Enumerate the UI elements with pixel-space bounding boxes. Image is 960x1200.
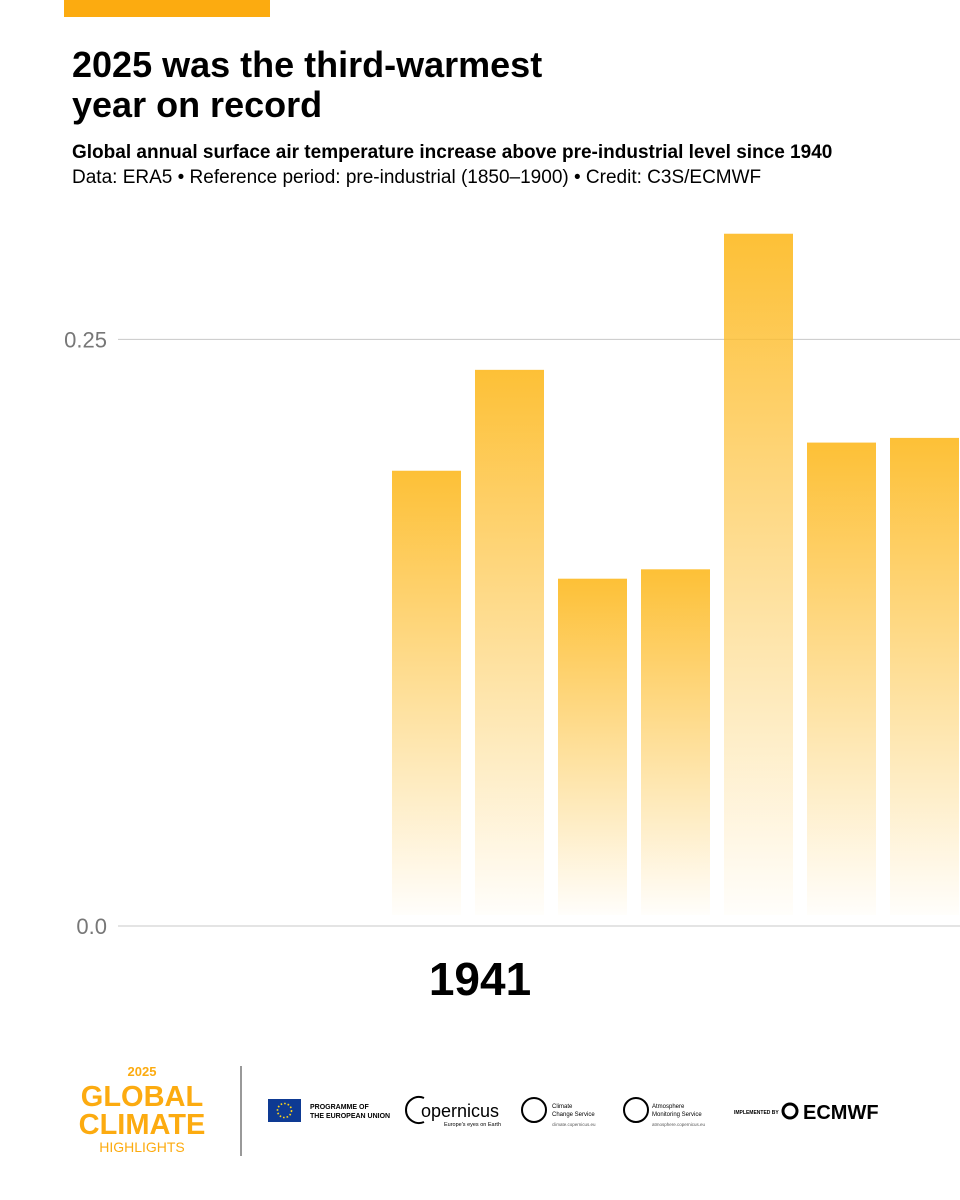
c3s-url: climate.copernicus.eu: [552, 1122, 596, 1127]
c3s-text: Climate: [552, 1104, 573, 1110]
eu-text: PROGRAMME OF: [310, 1104, 369, 1111]
brand-line: CLIMATE: [79, 1109, 206, 1141]
cams-text: Atmosphere: [652, 1104, 685, 1110]
bar: [392, 470, 461, 915]
eu-stars: [276, 1102, 293, 1119]
chart-source: Data: ERA5 • Reference period: pre-indus…: [72, 167, 761, 188]
bar: [558, 578, 627, 915]
copernicus-c: [405, 1096, 425, 1124]
bar: [807, 442, 876, 915]
copernicus-tagline: Europe's eyes on Earth: [444, 1122, 501, 1128]
footer: 2025 GLOBAL CLIMATE HIGHLIGHTS PROGRAMME…: [79, 1064, 879, 1156]
eu-flag: [268, 1099, 301, 1122]
cams-url: atmosphere.copernicus.eu: [652, 1122, 706, 1127]
brand-year: 2025: [128, 1064, 157, 1079]
eu-text: THE EUROPEAN UNION: [310, 1113, 390, 1120]
bar: [475, 369, 544, 916]
ecmwf-icon: [781, 1102, 799, 1120]
chart-subtitle: Global annual surface air temperature in…: [72, 142, 832, 163]
ecmwf-logo: ECMWF: [803, 1102, 879, 1124]
bar: [641, 569, 710, 915]
bar: [890, 437, 959, 915]
cams-text: Monitoring Service: [652, 1112, 702, 1118]
brand-line: HIGHLIGHTS: [99, 1139, 185, 1155]
copernicus-logo: opernicus: [421, 1101, 499, 1121]
y-tick-label: 0.0: [76, 914, 107, 939]
cams-icon: [623, 1097, 649, 1123]
c3s-text: Change Service: [552, 1112, 595, 1118]
c3s-icon: [521, 1097, 547, 1123]
accent-bar: [64, 0, 270, 17]
y-tick-label: 0.25: [64, 327, 107, 352]
implemented-by: IMPLEMENTED BY: [734, 1110, 779, 1116]
year-label: 1941: [429, 953, 531, 1005]
brand-line: GLOBAL: [81, 1081, 203, 1113]
chart-title: 2025 was the third-warmest year on record: [72, 44, 542, 125]
bar: [724, 233, 793, 915]
